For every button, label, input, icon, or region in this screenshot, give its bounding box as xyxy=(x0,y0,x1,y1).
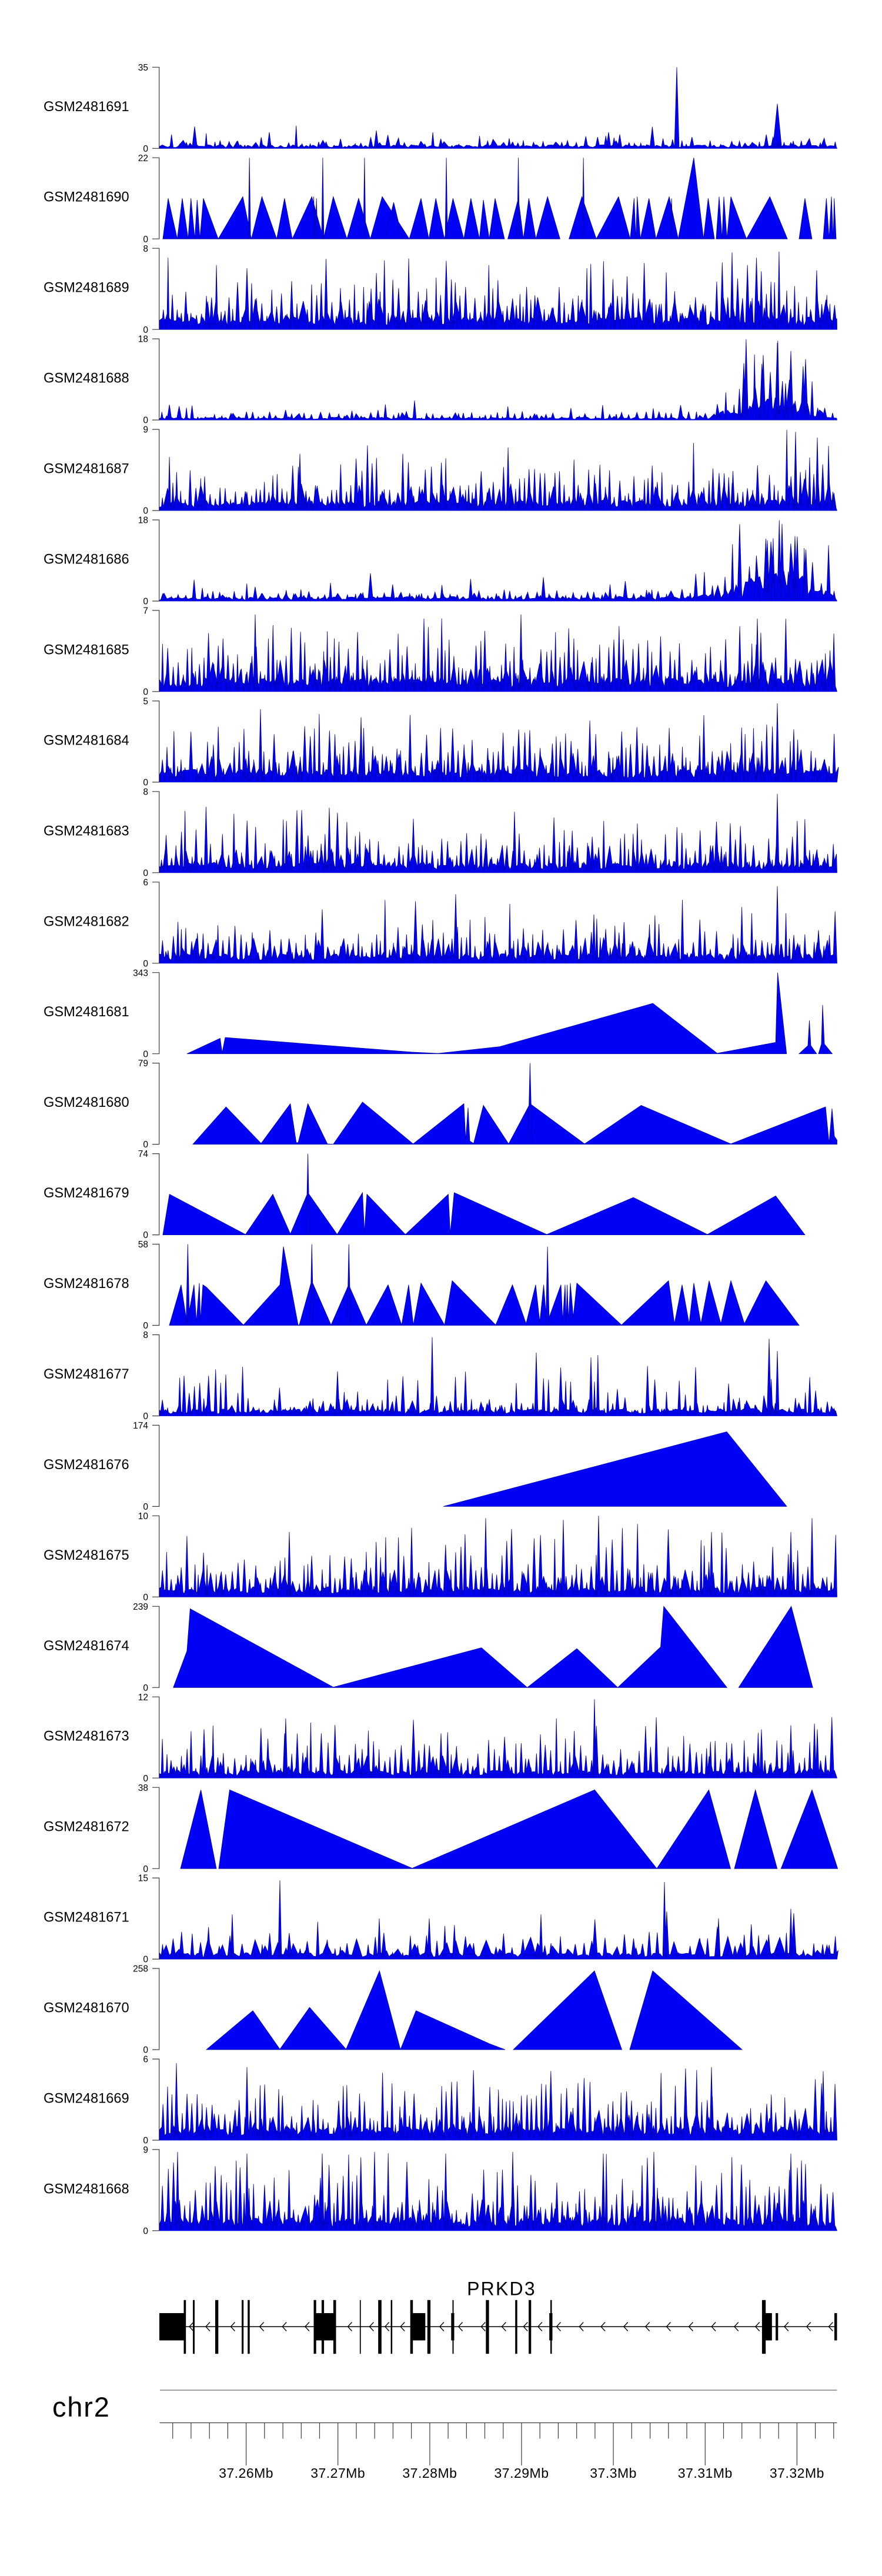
svg-text:0: 0 xyxy=(143,1321,148,1331)
svg-text:GSM2481677: GSM2481677 xyxy=(44,1367,129,1382)
svg-text:38: 38 xyxy=(138,1783,148,1793)
svg-text:7: 7 xyxy=(143,606,148,616)
svg-text:GSM2481683: GSM2481683 xyxy=(44,823,129,839)
svg-text:15: 15 xyxy=(138,1874,148,1884)
svg-text:GSM2481689: GSM2481689 xyxy=(44,281,129,296)
svg-text:5: 5 xyxy=(143,697,148,707)
svg-text:0: 0 xyxy=(143,1140,148,1150)
svg-text:74: 74 xyxy=(138,1149,149,1159)
svg-text:GSM2481673: GSM2481673 xyxy=(44,1729,129,1744)
svg-text:0: 0 xyxy=(143,688,148,698)
svg-text:6: 6 xyxy=(143,877,148,887)
svg-text:GSM2481674: GSM2481674 xyxy=(44,1639,129,1654)
svg-text:GSM2481680: GSM2481680 xyxy=(44,1095,129,1110)
svg-text:8: 8 xyxy=(143,787,148,797)
svg-text:GSM2481685: GSM2481685 xyxy=(44,642,129,658)
svg-text:0: 0 xyxy=(143,1412,148,1422)
svg-text:GSM2481668: GSM2481668 xyxy=(44,2181,129,2197)
svg-text:0: 0 xyxy=(143,1049,148,1059)
svg-text:9: 9 xyxy=(143,2145,148,2155)
svg-text:174: 174 xyxy=(133,1421,148,1431)
svg-text:37.3Mb: 37.3Mb xyxy=(590,2465,637,2481)
svg-text:79: 79 xyxy=(138,1059,148,1069)
svg-text:0: 0 xyxy=(143,1774,148,1784)
svg-text:GSM2481675: GSM2481675 xyxy=(44,1548,129,1563)
svg-text:GSM2481681: GSM2481681 xyxy=(44,1005,129,1020)
svg-text:9: 9 xyxy=(143,425,148,435)
svg-text:58: 58 xyxy=(138,1240,148,1250)
svg-text:6: 6 xyxy=(143,2055,148,2065)
svg-text:18: 18 xyxy=(138,335,148,345)
svg-text:343: 343 xyxy=(133,968,148,978)
svg-text:0: 0 xyxy=(143,868,148,878)
svg-text:37.31Mb: 37.31Mb xyxy=(678,2465,733,2481)
svg-text:0: 0 xyxy=(143,1683,148,1693)
svg-text:0: 0 xyxy=(143,1502,148,1512)
svg-text:chr2: chr2 xyxy=(52,2391,111,2422)
svg-text:GSM2481682: GSM2481682 xyxy=(44,914,129,929)
svg-text:GSM2481669: GSM2481669 xyxy=(44,2091,129,2107)
svg-text:0: 0 xyxy=(143,416,148,426)
svg-text:22: 22 xyxy=(138,154,148,163)
svg-text:GSM2481690: GSM2481690 xyxy=(44,190,129,205)
svg-text:0: 0 xyxy=(143,959,148,969)
svg-text:35: 35 xyxy=(138,63,148,73)
svg-text:GSM2481679: GSM2481679 xyxy=(44,1186,129,1201)
svg-text:37.27Mb: 37.27Mb xyxy=(310,2465,365,2481)
svg-text:GSM2481687: GSM2481687 xyxy=(44,462,129,477)
svg-text:GSM2481691: GSM2481691 xyxy=(44,99,129,115)
svg-text:GSM2481688: GSM2481688 xyxy=(44,371,129,386)
svg-text:GSM2481686: GSM2481686 xyxy=(44,552,129,568)
svg-text:0: 0 xyxy=(143,1593,148,1603)
svg-text:37.28Mb: 37.28Mb xyxy=(402,2465,457,2481)
svg-text:37.32Mb: 37.32Mb xyxy=(770,2465,824,2481)
svg-text:PRKD3: PRKD3 xyxy=(467,2278,536,2299)
svg-text:239: 239 xyxy=(133,1602,148,1612)
svg-text:37.26Mb: 37.26Mb xyxy=(219,2465,273,2481)
svg-text:GSM2481672: GSM2481672 xyxy=(44,1820,129,1835)
svg-text:8: 8 xyxy=(143,1330,148,1340)
svg-text:GSM2481678: GSM2481678 xyxy=(44,1276,129,1292)
svg-text:0: 0 xyxy=(143,1955,148,1965)
svg-text:0: 0 xyxy=(143,506,148,516)
svg-text:GSM2481670: GSM2481670 xyxy=(44,2001,129,2016)
svg-text:0: 0 xyxy=(143,144,148,154)
svg-text:0: 0 xyxy=(143,325,148,335)
svg-text:GSM2481671: GSM2481671 xyxy=(44,1910,129,1926)
svg-text:0: 0 xyxy=(143,2046,148,2056)
svg-text:258: 258 xyxy=(133,1964,148,1974)
svg-text:18: 18 xyxy=(138,516,148,526)
svg-text:0: 0 xyxy=(143,2227,148,2237)
svg-text:0: 0 xyxy=(143,597,148,607)
svg-text:0: 0 xyxy=(143,1864,148,1874)
svg-text:12: 12 xyxy=(138,1693,148,1703)
svg-text:10: 10 xyxy=(138,1511,149,1521)
svg-text:8: 8 xyxy=(143,244,148,254)
svg-text:0: 0 xyxy=(143,778,148,788)
svg-text:0: 0 xyxy=(143,235,148,245)
svg-text:37.29Mb: 37.29Mb xyxy=(494,2465,549,2481)
svg-text:GSM2481676: GSM2481676 xyxy=(44,1457,129,1473)
svg-text:0: 0 xyxy=(143,2136,148,2146)
svg-text:GSM2481684: GSM2481684 xyxy=(44,733,129,748)
svg-text:0: 0 xyxy=(143,1230,148,1240)
